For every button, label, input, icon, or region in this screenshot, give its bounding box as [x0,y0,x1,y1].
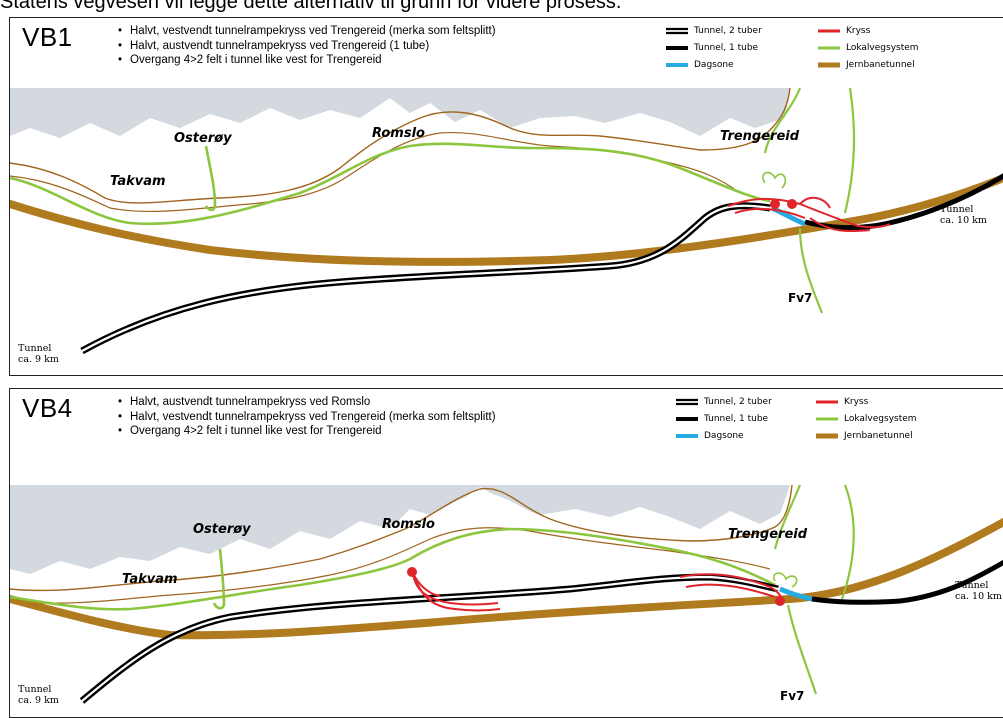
legend-dagsone: Dagsone [676,431,744,441]
bullet-item: • Halvt, vestvendt tunnelrampekryss ved T… [118,25,496,37]
place-label-trengereid: Trengereid [728,527,808,542]
kryss-ramps [727,196,891,233]
bullet-item: • Overgang 4>2 felt i tunnel like vest fo… [118,425,382,437]
fjord-area [10,88,790,138]
road-tunnel-one-tube [811,559,1003,605]
tunnel-label-east: Tunnel ca. 10 km [955,580,1002,602]
map-legend: Tunnel, 2 tuber Tunnel, 1 tube Dagsone K… [666,24,996,74]
legend-tunnel-2: Tunnel, 2 tuber [666,26,762,36]
railway-tunnel [10,173,1003,266]
legend-kryss: Kryss [816,397,869,407]
bullet-item: • Overgang 4>2 felt i tunnel like vest fo… [118,54,382,66]
local-road-main [10,142,771,225]
legend-kryss: Kryss [818,26,871,36]
local-road-north [763,87,802,154]
kryss-point [770,199,780,209]
map-panel-vb4: VB4 • Halvt, austvendt tunnelrampekryss v… [9,388,1003,718]
road-tunnel-one-tube [804,173,1003,231]
bullet-item: • Halvt, austvendt tunnelrampekryss ved T… [118,39,430,52]
page-caption: Statens vegvesen vil legge dette alterna… [0,0,622,13]
fjord-area [10,485,790,574]
panel-label: VB4 [22,393,73,423]
map-canvas-vb1 [10,87,1003,355]
map-panel-vb1: VB1 • Halvt, vestvendt tunnelrampekryss v… [9,17,1003,376]
road-tunnel-two-tubes [80,202,771,355]
map-legend: Tunnel, 2 tuber Tunnel, 1 tube Dagsone K… [666,395,996,445]
railway-tunnel [10,517,1003,640]
legend-lokalveg: Lokalvegsystem [816,414,917,424]
bullet-item: • Halvt, vestvendt tunnelrampekryss ved T… [118,410,496,423]
local-road-fv7 [786,604,818,695]
road-label-fv7: Fv7 [788,291,813,305]
bullet-item: • Halvt, austvendt tunnelrampekryss ved R… [118,396,371,408]
place-label-takvam: Takvam [110,174,166,189]
coast-contour [10,484,793,592]
place-label-trengereid: Trengereid [720,129,800,144]
shore-contour-2 [10,527,771,604]
local-road-north-2 [840,484,855,600]
bullet-list: • Halvt, vestvendt tunnelrampekryss ved T… [118,24,496,68]
tunnel-label-east: Tunnel ca. 10 km [940,204,987,226]
place-label-romslo: Romslo [372,126,425,141]
tunnel-label-west: Tunnel ca. 9 km [18,343,59,365]
legend-jernbane: Jernbanetunnel [818,60,915,70]
local-road-osteroy [212,548,226,610]
place-label-takvam: Takvam [122,572,178,587]
coast-contour [10,87,791,204]
local-road-fv7 [798,227,824,314]
local-road-osteroy [204,145,217,212]
road-label-fv7: Fv7 [780,689,805,703]
panel-label: VB1 [22,22,73,52]
kryss-point [775,596,785,606]
tunnel-label-west: Tunnel ca. 9 km [18,684,59,706]
legend-lokalveg: Lokalvegsystem [818,43,919,53]
place-label-romslo: Romslo [382,517,435,532]
bullet-list: • Halvt, austvendt tunnelrampekryss ved R… [118,395,496,439]
local-road-north-2 [843,87,856,214]
legend-tunnel-1: Tunnel, 1 tube [676,414,769,424]
map-canvas-vb4 [10,484,1003,717]
local-road-loop [762,171,787,189]
place-label-osteroy: Osterøy [174,131,232,146]
dagsone-segment [779,586,813,602]
legend-jernbane: Jernbanetunnel [816,431,913,441]
local-road-main [10,527,776,611]
place-label-osteroy: Osterøy [193,522,251,537]
local-road-loop [773,572,798,588]
legend-tunnel-1: Tunnel, 1 tube [666,43,759,53]
kryss-point [787,199,797,209]
legend-tunnel-2: Tunnel, 2 tuber [676,397,772,407]
local-road-north [773,484,802,550]
land-area [10,485,1003,717]
kryss-point [407,567,417,577]
legend-dagsone: Dagsone [666,60,734,70]
